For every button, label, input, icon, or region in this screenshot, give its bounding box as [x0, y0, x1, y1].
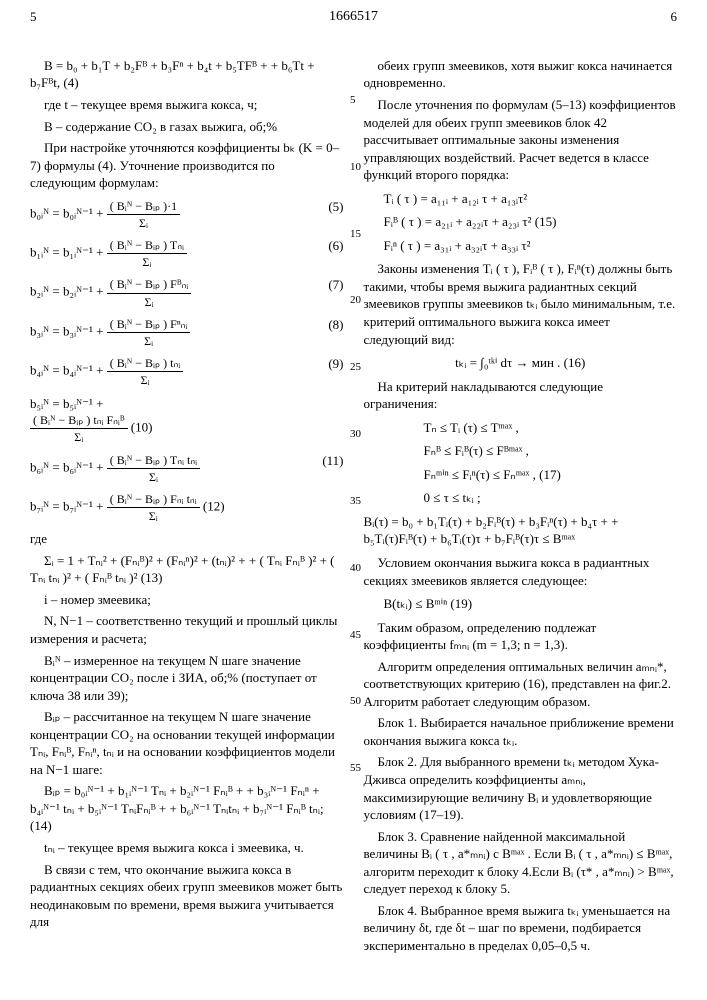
body-text: Блок 1. Выбирается начальное приближение…: [364, 714, 678, 749]
line-marker: 50: [350, 694, 370, 709]
page-number-left: 5: [30, 8, 37, 33]
equation-17b: Fₙᴮ ≤ Fᵢᴮ(τ) ≤ Fᴮᵐᵃˣ ,: [364, 442, 678, 460]
body-text: В связи с тем, что окончание выжига кокс…: [30, 861, 344, 931]
equation-6: b₁ᵢᴺ = b₁ᵢᴺ⁻¹ + ( Bᵢᴺ − Bᵢₚ ) TₙᵢΣᵢ (6): [30, 237, 344, 270]
equation-5: b₀ᵢᴺ = b₀ᵢᴺ⁻¹ + ( Bᵢᴺ − Bᵢₚ )·1Σᵢ (5): [30, 198, 344, 231]
equation-14: Bᵢₚ = b₀ᵢᴺ⁻¹ + b₁ᵢᴺ⁻¹ Tₙᵢ + b₂ᵢᴺ⁻¹ Fₙᵢᴮ …: [30, 782, 344, 835]
equation-15a: Tᵢ ( τ ) = a₁₁ᵢ + a₁₂ᵢ τ + a₁₃ᵢτ²: [364, 190, 678, 208]
line-marker: 5: [350, 93, 370, 108]
line-marker: 15: [350, 227, 370, 242]
page-number-right: 6: [671, 8, 678, 33]
line-marker: 55: [350, 761, 370, 776]
equation-17d: 0 ≤ τ ≤ tₖᵢ ;: [364, 489, 678, 507]
body-text: При настройке уточняются коэффициенты bₖ…: [30, 139, 344, 192]
body-text: Условием окончания выжига кокса в радиан…: [364, 554, 678, 589]
equation-18: Bᵢ(τ) = b₀ + b₁Tᵢ(τ) + b₂Fᵢᴮ(τ) + b₃Fᵢⁿ(…: [364, 513, 678, 548]
line-marker: 10: [350, 160, 370, 175]
equation-4: B = b₀ + b₁T + b₂Fᴮ + b₃Fⁿ + b₄t + b₅TFᴮ…: [30, 57, 344, 92]
body-text: i – номер змеевика;: [30, 591, 344, 609]
equation-17a: Tₙ ≤ Tᵢ (τ) ≤ Tᵐᵃˣ ,: [364, 419, 678, 437]
body-text: Bᵢᴺ – измеренное на текущем N шаге значе…: [30, 652, 344, 705]
equation-13: Σᵢ = 1 + Tₙᵢ² + (Fₙᵢᴮ)² + (Fₙᵢⁿ)² + (tₙᵢ…: [30, 552, 344, 587]
body-text: Алгоритм определения оптимальных величин…: [364, 658, 678, 711]
line-marker: 30: [350, 427, 370, 442]
body-text: N, N−1 – соответственно текущий и прошлы…: [30, 612, 344, 647]
body-text: Bᵢₚ – рассчитанное на текущем N шаге зна…: [30, 708, 344, 778]
body-text: Блок 3. Сравнение найденной максимальной…: [364, 828, 678, 898]
body-text: После уточнения по формулам (5–13) коэфф…: [364, 96, 678, 184]
body-text: Законы изменения Tᵢ ( τ ), Fᵢᴮ ( τ ), Fᵢ…: [364, 260, 678, 348]
body-text: где: [30, 530, 344, 548]
line-marker: 20: [350, 293, 370, 308]
equation-15c: Fᵢⁿ ( τ ) = a₃₁ᵢ + a₃₂ᵢτ + a₃₃ᵢ τ²: [364, 237, 678, 255]
line-marker: 40: [350, 561, 370, 576]
equation-16: tₖᵢ = ∫₀ᵗᵏⁱ dτ → мин . (16): [364, 354, 678, 372]
body-text: tₙᵢ – текущее время выжига кокса i змеев…: [30, 839, 344, 857]
line-marker: 35: [350, 494, 370, 509]
body-text: Блок 4. Выбранное время выжига tₖᵢ умень…: [364, 902, 678, 955]
equation-10: b₅ᵢᴺ = b₅ᵢᴺ⁻¹ + ( Bᵢᴺ − Bᵢₚ ) tₙᵢ FₙᵢᴮΣᵢ…: [30, 395, 344, 446]
body-text: Блок 2. Для выбранного времени tₖᵢ метод…: [364, 753, 678, 823]
equation-11: b₆ᵢᴺ = b₆ᵢᴺ⁻¹ + ( Bᵢᴺ − Bᵢₚ ) Tₙᵢ tₙᵢΣᵢ …: [30, 452, 344, 485]
body-text: обеих групп змеевиков, хотя выжиг кокса …: [364, 57, 678, 92]
line-marker: 45: [350, 628, 370, 643]
equation-19: B(tₖᵢ) ≤ Bᵐⁱⁿ (19): [364, 595, 678, 613]
body-text: B – содержание CO₂ в газах выжига, об;%: [30, 118, 344, 136]
document-number: 1666517: [329, 8, 378, 27]
line-marker: 25: [350, 360, 370, 375]
right-column: обеих групп змеевиков, хотя выжиг кокса …: [364, 53, 678, 959]
body-text: На критерий накладываются следующие огра…: [364, 378, 678, 413]
line-number-column: 5 10 15 20 25 30 35 40 45 50 55: [350, 33, 370, 776]
equation-8: b₃ᵢᴺ = b₃ᵢᴺ⁻¹ + ( Bᵢᴺ − Bᵢₚ ) FⁿₙᵢΣᵢ (8): [30, 316, 344, 349]
equation-12: b₇ᵢᴺ = b₇ᵢᴺ⁻¹ + ( Bᵢᴺ − Bᵢₚ ) Fₙᵢ tₙᵢΣᵢ …: [30, 491, 344, 524]
equation-17c: Fₙᵐⁱⁿ ≤ Fᵢⁿ(τ) ≤ Fₙᵐᵃˣ , (17): [364, 466, 678, 484]
body-text: Таким образом, определению подлежат коэф…: [364, 619, 678, 654]
equation-9: b₄ᵢᴺ = b₄ᵢᴺ⁻¹ + ( Bᵢᴺ − Bᵢₚ ) tₙᵢΣᵢ (9): [30, 355, 344, 388]
body-text: где t – текущее время выжига кокса, ч;: [30, 96, 344, 114]
equation-7: b₂ᵢᴺ = b₂ᵢᴺ⁻¹ + ( Bᵢᴺ − Bᵢₚ ) FᴮₙᵢΣᵢ (7): [30, 276, 344, 309]
left-column: B = b₀ + b₁T + b₂Fᴮ + b₃Fⁿ + b₄t + b₅TFᴮ…: [30, 53, 344, 959]
equation-15b: Fᵢᴮ ( τ ) = a₂₁ᵢ + a₂₂ᵢτ + a₂₃ᵢ τ² (15): [364, 213, 678, 231]
